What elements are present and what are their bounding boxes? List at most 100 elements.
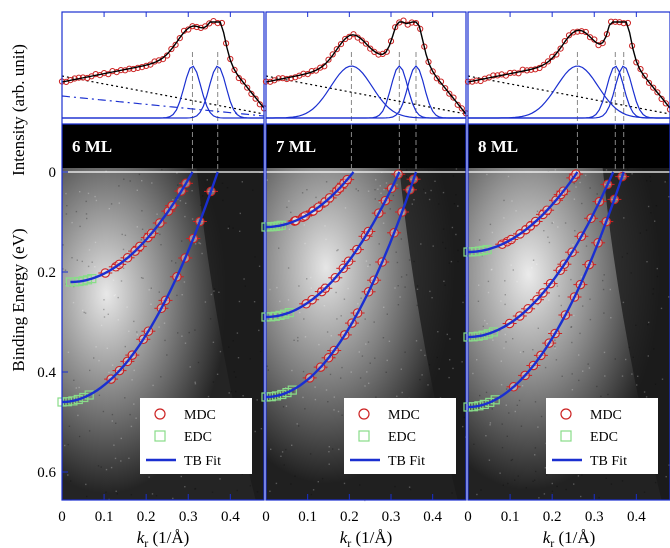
noise-speck <box>518 399 521 402</box>
noise-speck <box>214 288 216 290</box>
noise-speck <box>304 336 307 338</box>
noise-speck <box>113 295 115 297</box>
noise-speck <box>298 285 300 287</box>
noise-speck <box>551 222 553 224</box>
noise-speck <box>570 326 572 328</box>
noise-speck <box>587 363 589 365</box>
noise-speck <box>337 410 340 413</box>
noise-speck <box>489 223 492 226</box>
noise-speck <box>666 180 668 182</box>
noise-speck <box>87 192 90 195</box>
noise-speck <box>306 189 308 191</box>
noise-speck <box>86 495 88 498</box>
noise-speck <box>160 244 162 246</box>
noise-speck <box>544 467 547 469</box>
noise-speck <box>174 197 177 199</box>
noise-speck <box>341 366 343 369</box>
noise-speck <box>472 372 474 375</box>
noise-speck <box>106 347 108 349</box>
noise-speck <box>321 477 324 480</box>
x-tick-label: 0 <box>58 509 66 525</box>
noise-speck <box>430 189 432 192</box>
noise-speck <box>115 422 117 424</box>
noise-speck <box>380 192 382 194</box>
noise-speck <box>462 425 464 428</box>
mdc-data-point <box>561 38 568 45</box>
noise-speck <box>185 202 187 204</box>
x-tick-label: 0.3 <box>179 509 198 525</box>
noise-speck <box>360 297 362 299</box>
intensity-area <box>266 12 466 124</box>
lorentzian-component <box>468 65 670 119</box>
noise-speck <box>588 367 591 369</box>
noise-speck <box>413 260 415 263</box>
noise-speck <box>207 395 210 398</box>
noise-speck <box>570 278 572 281</box>
noise-speck <box>405 175 408 178</box>
panels-group: 6 ML MDC EDC TB Fit 7 ML MDC EDC TB Fit 8 ML MDC E… <box>57 11 670 502</box>
noise-speck <box>603 274 605 276</box>
background-curve <box>61 75 265 115</box>
noise-speck <box>85 483 87 486</box>
noise-speck <box>646 180 648 182</box>
noise-speck <box>283 464 285 466</box>
noise-speck <box>501 423 503 425</box>
noise-speck <box>343 482 346 485</box>
noise-speck <box>290 211 292 214</box>
noise-speck <box>401 391 403 394</box>
noise-speck <box>302 370 305 373</box>
noise-speck <box>177 198 179 201</box>
noise-speck <box>565 488 567 491</box>
noise-speck <box>156 230 159 232</box>
noise-speck <box>85 213 88 215</box>
noise-speck <box>121 233 123 236</box>
noise-speck <box>558 295 560 297</box>
noise-speck <box>136 334 138 336</box>
noise-speck <box>478 284 480 286</box>
noise-speck <box>62 268 64 270</box>
noise-speck <box>338 448 340 451</box>
noise-speck <box>147 229 149 232</box>
noise-speck <box>287 267 290 269</box>
mdc-data-point <box>337 41 345 48</box>
noise-speck <box>211 491 214 493</box>
noise-speck <box>557 226 559 228</box>
noise-speck <box>194 381 196 383</box>
noise-speck <box>124 234 127 236</box>
noise-speck <box>365 343 367 345</box>
noise-speck <box>510 264 512 266</box>
noise-speck <box>564 222 567 224</box>
noise-speck <box>534 479 536 481</box>
noise-speck <box>388 340 391 342</box>
noise-speck <box>451 226 454 229</box>
noise-speck <box>327 401 329 403</box>
noise-speck <box>242 395 244 397</box>
mdc-data-point <box>437 78 445 85</box>
noise-speck <box>213 290 215 292</box>
noise-speck <box>218 291 220 293</box>
tb-fit-band <box>70 171 194 284</box>
noise-speck <box>534 454 536 456</box>
noise-speck <box>579 332 581 335</box>
noise-speck <box>548 241 551 244</box>
noise-speck <box>194 329 196 331</box>
noise-speck <box>505 341 507 343</box>
noise-speck <box>243 278 245 280</box>
noise-speck <box>197 361 200 364</box>
panel-7ml: 7 ML MDC EDC TB Fit <box>261 11 470 502</box>
noise-speck <box>269 490 271 492</box>
noise-speck <box>481 251 483 254</box>
background-curve-dashdot <box>61 95 265 117</box>
noise-speck <box>329 373 332 376</box>
noise-speck <box>457 205 459 207</box>
noise-speck <box>639 232 641 234</box>
noise-speck <box>648 321 650 324</box>
mdc-data-point <box>641 72 648 79</box>
noise-speck <box>111 364 114 366</box>
noise-speck <box>219 350 222 353</box>
noise-speck <box>227 227 229 230</box>
legend: MDC EDC TB Fit <box>344 398 456 474</box>
noise-speck <box>241 181 243 183</box>
noise-speck <box>126 306 128 308</box>
noise-speck <box>315 196 317 199</box>
